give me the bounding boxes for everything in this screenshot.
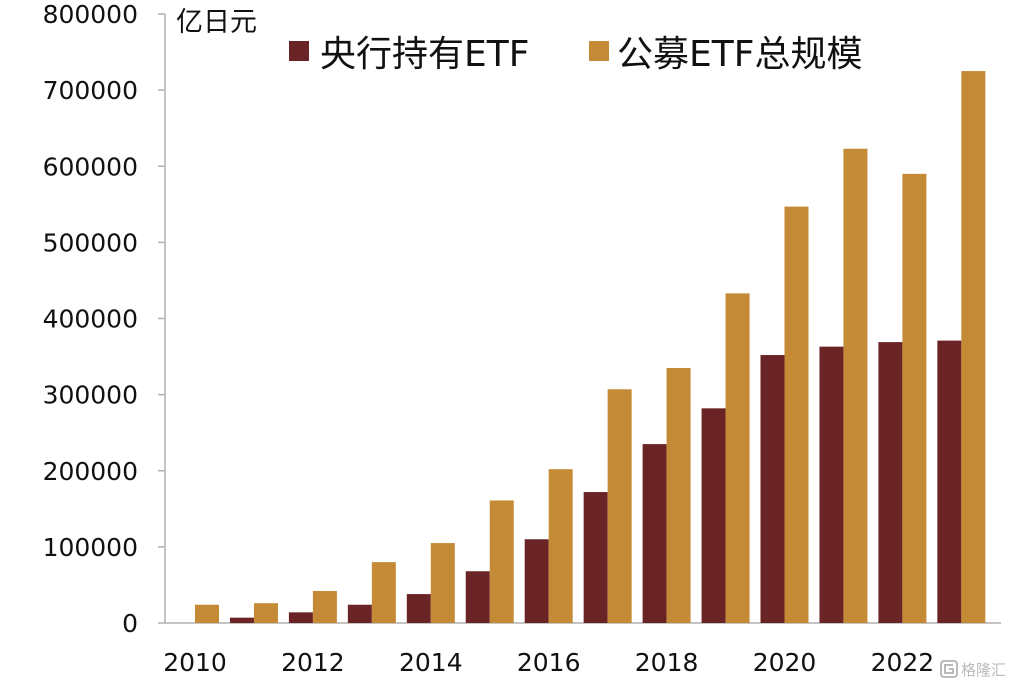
bar-public-etf-2019: [725, 293, 750, 623]
bar-public-etf-2015: [489, 500, 514, 623]
y-tick-label: 300000: [43, 381, 138, 410]
x-tick-label: 2018: [635, 648, 699, 677]
y-tick-label: 800000: [43, 0, 138, 29]
bar-central-bank-2019: [701, 408, 726, 623]
bar-public-etf-2020: [784, 206, 809, 623]
bar-public-etf-2021: [843, 148, 868, 623]
bar-central-bank-2022: [878, 342, 903, 623]
bar-public-etf-2010: [195, 604, 219, 623]
x-tick-label: 2020: [753, 648, 817, 677]
bar-public-etf-2014: [430, 543, 455, 623]
bar-public-etf-2018: [666, 367, 691, 623]
x-axis: 2010 2012 2014 2016 2018 2020 2022: [163, 622, 1001, 677]
y-axis: 0 100000 200000 300000 400000 500000 600000 700…: [43, 0, 166, 638]
bar-public-etf-2017: [607, 389, 632, 623]
bar-public-etf-2012: [312, 591, 337, 623]
bar-central-bank-2020: [760, 355, 785, 623]
bar-public-etf-2022: [902, 173, 927, 624]
bar-central-bank-2012: [288, 612, 313, 623]
y-tick-label: 600000: [43, 152, 138, 181]
bar-public-etf-2013: [371, 562, 396, 623]
bar-public-etf-2023: [961, 71, 986, 623]
bar-central-bank-2013: [347, 604, 372, 623]
legend-label-central-bank: 央行持有ETF: [320, 34, 529, 75]
x-tick-label: 2010: [163, 648, 227, 677]
legend-label-public-etf: 公募ETF总规模: [617, 34, 862, 75]
bars-group: [195, 71, 986, 624]
watermark-text: 格隆汇: [961, 661, 1006, 679]
x-tick-label: 2022: [871, 648, 935, 677]
watermark: 格隆汇: [940, 660, 1006, 679]
bar-central-bank-2014: [406, 594, 431, 623]
gelonghui-logo-icon: [940, 660, 958, 678]
legend: 央行持有ETF 公募ETF总规模: [289, 34, 862, 75]
y-tick-label: 500000: [43, 228, 138, 257]
bar-central-bank-2011: [229, 617, 254, 623]
y-tick-label: 100000: [43, 533, 138, 562]
x-tick-label: 2014: [399, 648, 463, 677]
bar-public-etf-2016: [548, 469, 573, 623]
bar-central-bank-2023: [937, 340, 962, 623]
bar-central-bank-2021: [819, 346, 844, 623]
legend-swatch-public-etf: [589, 41, 609, 61]
bar-public-etf-2011: [253, 603, 278, 623]
bar-central-bank-2015: [465, 571, 490, 623]
y-tick-label: 400000: [43, 305, 138, 334]
y-tick-label: 200000: [43, 457, 138, 486]
bar-central-bank-2017: [583, 492, 608, 623]
bar-central-bank-2016: [524, 539, 549, 623]
y-unit-label: 亿日元: [176, 7, 257, 38]
y-tick-label: 0: [122, 609, 138, 638]
x-tick-label: 2012: [281, 648, 345, 677]
bar-central-bank-2018: [642, 444, 667, 623]
x-tick-label: 2016: [517, 648, 581, 677]
y-tick-label: 700000: [43, 76, 138, 105]
legend-swatch-central-bank: [289, 41, 309, 61]
